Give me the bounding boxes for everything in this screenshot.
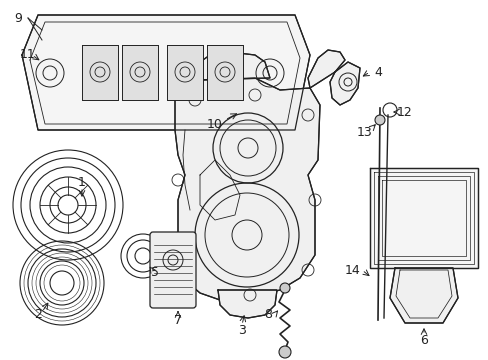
Polygon shape <box>22 15 309 130</box>
Polygon shape <box>206 45 243 100</box>
Text: 14: 14 <box>345 264 360 276</box>
Polygon shape <box>329 62 359 105</box>
Circle shape <box>279 346 290 358</box>
Text: 13: 13 <box>356 126 372 139</box>
Polygon shape <box>307 50 345 88</box>
Text: 4: 4 <box>373 66 381 78</box>
Polygon shape <box>389 268 457 323</box>
Text: 1: 1 <box>78 175 86 189</box>
Text: 5: 5 <box>151 266 159 279</box>
Polygon shape <box>167 45 203 100</box>
Polygon shape <box>218 290 276 318</box>
Text: 2: 2 <box>34 309 42 321</box>
Text: 6: 6 <box>419 333 427 346</box>
Text: 3: 3 <box>238 324 245 337</box>
Text: 11: 11 <box>20 49 36 62</box>
Text: 8: 8 <box>264 307 271 320</box>
Text: 10: 10 <box>206 118 223 131</box>
Polygon shape <box>175 78 319 300</box>
Polygon shape <box>195 52 269 80</box>
Text: 7: 7 <box>174 314 182 327</box>
Circle shape <box>374 115 384 125</box>
Polygon shape <box>82 45 118 100</box>
Polygon shape <box>369 168 477 268</box>
Text: 12: 12 <box>396 105 412 118</box>
FancyBboxPatch shape <box>150 232 196 308</box>
Text: 9: 9 <box>14 12 22 24</box>
Polygon shape <box>122 45 158 100</box>
Circle shape <box>280 283 289 293</box>
